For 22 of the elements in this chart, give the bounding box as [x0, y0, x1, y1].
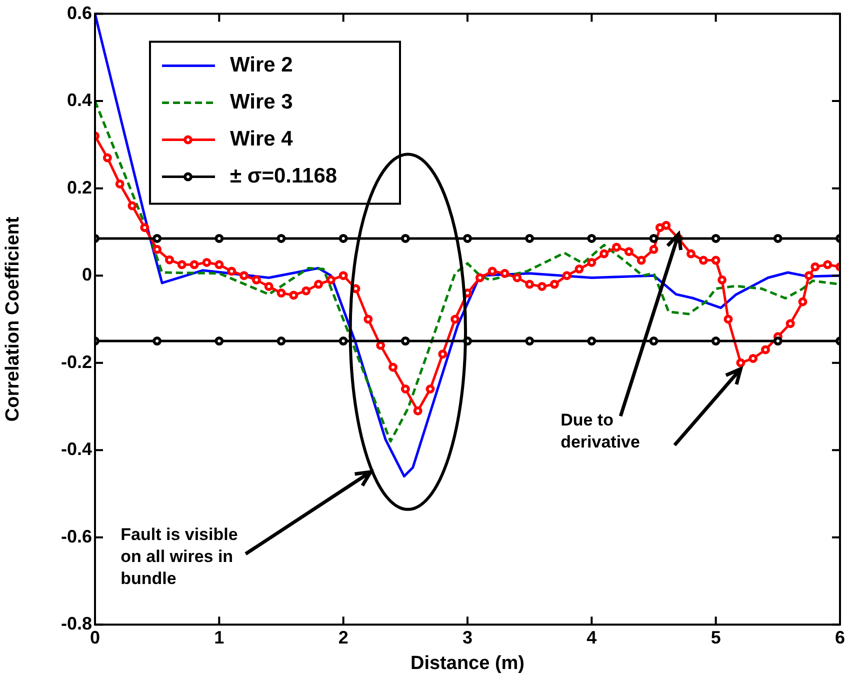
y-tick-label: -0.2 — [60, 352, 92, 372]
x-tick-label: 5 — [710, 627, 721, 648]
x-tick-label: 6 — [834, 627, 845, 648]
x-tick-label: 1 — [214, 627, 224, 648]
annotation: Fault is visible on all wires in bundle — [120, 525, 238, 588]
y-tick-label: 0 — [82, 264, 92, 285]
y-tick-label: -0.8 — [60, 614, 92, 634]
legend-label: ± σ=0.1168 — [230, 164, 338, 188]
y-tick-label: 0.6 — [66, 2, 92, 23]
y-tick-label: -0.4 — [60, 439, 92, 460]
y-axis-title: Correlation Coefficient — [2, 216, 24, 422]
x-tick-label: 2 — [338, 627, 348, 648]
y-tick-label: -0.6 — [60, 526, 92, 546]
legend-label: Wire 3 — [230, 90, 293, 114]
annotation: Due to derivative — [560, 410, 640, 452]
x-tick-label: 3 — [462, 627, 473, 648]
y-tick-label: 0.2 — [66, 177, 92, 198]
legend-label: Wire 2 — [230, 54, 293, 77]
x-tick-label: 4 — [586, 627, 597, 648]
legend-label: Wire 4 — [230, 128, 294, 151]
x-axis-title: Distance (m) — [410, 652, 525, 674]
y-tick-label: 0.4 — [66, 90, 92, 110]
